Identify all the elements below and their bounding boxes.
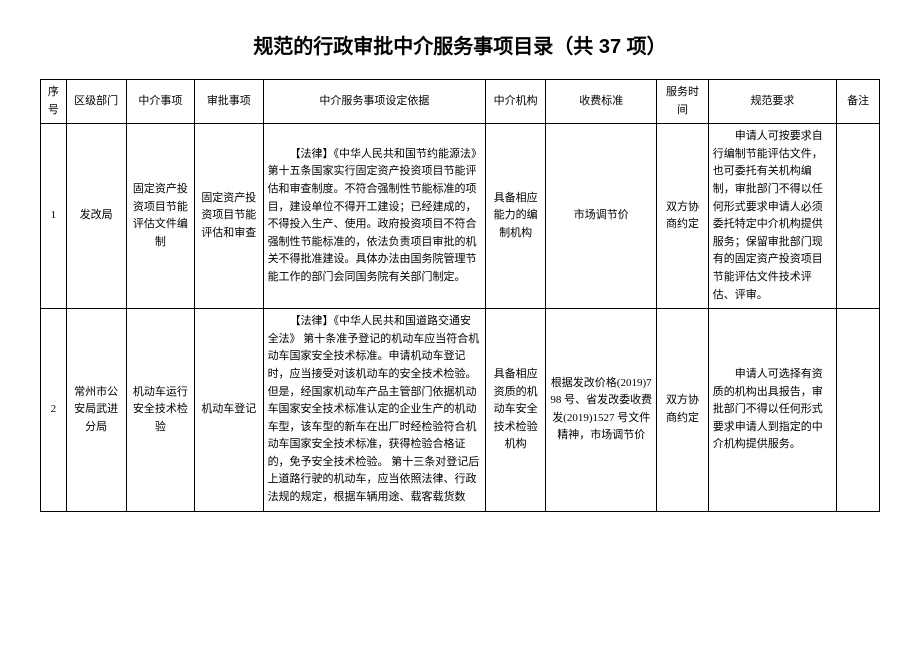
cell-dept: 常州市公安局武进分局 [66,309,126,512]
cell-seq: 2 [41,309,67,512]
cell-basis: 【法律】《中华人民共和国道路交通安全法》 第十条准予登记的机动车应当符合机动车国… [263,309,486,512]
cell-org: 具备相应资质的机动车安全技术检验机构 [486,309,546,512]
cell-fee: 根据发改价格(2019)798 号、省发改委收费发(2019)1527 号文件精… [546,309,657,512]
cell-approval-item: 固定资产投资项目节能评估和审查 [195,124,263,309]
table-row: 1 发改局 固定资产投资项目节能评估文件编制 固定资产投资项目节能评估和审查 【… [41,124,880,309]
col-req: 规范要求 [708,80,836,124]
cell-time: 双方协商约定 [657,309,708,512]
cell-basis: 【法律】《中华人民共和国节约能源法》第十五条国家实行固定资产投资项目节能评估和审… [263,124,486,309]
cell-requirement: 申请人可选择有资质的机构出具报告，审批部门不得以任何形式要求申请人到指定的中介机… [708,309,836,512]
col-seq: 序号 [41,80,67,124]
cell-intermediary-item: 机动车运行安全技术检验 [126,309,194,512]
col-note: 备注 [837,80,880,124]
table-header-row: 序号 区级部门 中介事项 审批事项 中介服务事项设定依据 中介机构 收费标准 服… [41,80,880,124]
col-basis: 中介服务事项设定依据 [263,80,486,124]
table-row: 2 常州市公安局武进分局 机动车运行安全技术检验 机动车登记 【法律】《中华人民… [41,309,880,512]
col-appr: 审批事项 [195,80,263,124]
page-title: 规范的行政审批中介服务事项目录（共 37 项） [40,30,880,59]
col-dept: 区级部门 [66,80,126,124]
col-item: 中介事项 [126,80,194,124]
cell-requirement: 申请人可按要求自行编制节能评估文件，也可委托有关机构编制，审批部门不得以任何形式… [708,124,836,309]
catalog-table: 序号 区级部门 中介事项 审批事项 中介服务事项设定依据 中介机构 收费标准 服… [40,79,880,512]
col-time: 服务时间 [657,80,708,124]
cell-time: 双方协商约定 [657,124,708,309]
cell-approval-item: 机动车登记 [195,309,263,512]
cell-note [837,309,880,512]
cell-org: 具备相应能力的编制机构 [486,124,546,309]
cell-dept: 发改局 [66,124,126,309]
col-org: 中介机构 [486,80,546,124]
col-fee: 收费标准 [546,80,657,124]
cell-intermediary-item: 固定资产投资项目节能评估文件编制 [126,124,194,309]
cell-note [837,124,880,309]
cell-fee: 市场调节价 [546,124,657,309]
cell-seq: 1 [41,124,67,309]
